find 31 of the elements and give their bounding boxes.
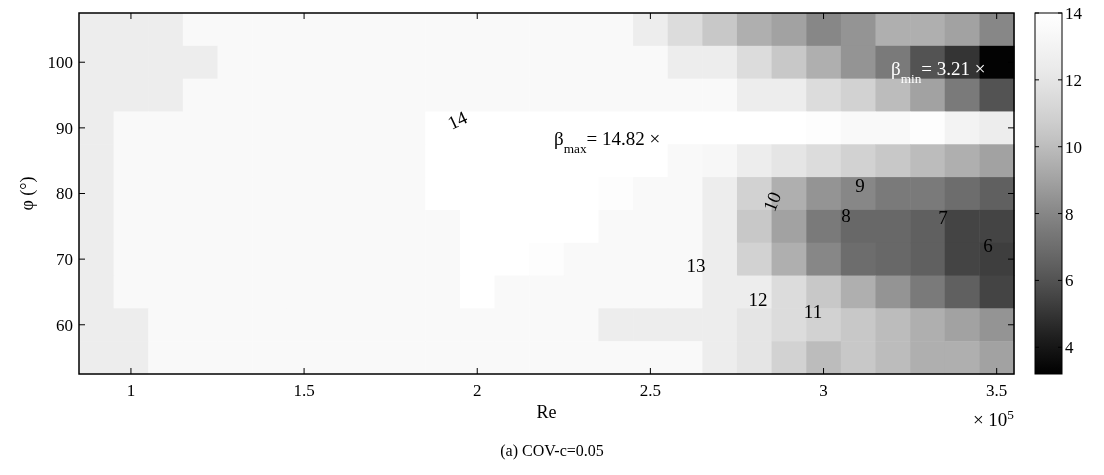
annotation: 11: [803, 301, 823, 322]
y-axis-title: φ (°): [17, 176, 38, 211]
color-bar-label: 14: [1065, 3, 1083, 23]
annotation: 10: [758, 188, 786, 215]
color-bar-label: 12: [1065, 70, 1082, 90]
annotation: 6: [983, 235, 993, 256]
annotation: β$_{max}$= 14.82 ×: [554, 128, 661, 156]
x-tick-label: 3: [819, 381, 828, 400]
annotation: 8: [841, 205, 851, 226]
y-tick-label: 100: [47, 53, 73, 73]
color-bar-label: 10: [1065, 137, 1082, 157]
color-bar-label: 8: [1065, 204, 1074, 224]
x-tick-label: 3.5: [986, 381, 1008, 400]
text: (a) COV-c=0.05: [500, 442, 604, 460]
color-bar-label: 4: [1065, 338, 1074, 358]
x-tick-label: 1: [126, 381, 136, 400]
annotation: 9: [855, 175, 865, 196]
annotation: 13: [686, 255, 706, 276]
y-tick-label: 60: [56, 315, 73, 335]
y-tick-label: 70: [56, 250, 73, 270]
color-bar-label: 6: [1065, 271, 1074, 291]
annotation: 7: [938, 207, 948, 228]
x-tick-label: 2.5: [639, 381, 662, 400]
x-tick-label: 1.5: [293, 381, 315, 400]
y-tick-label: 90: [56, 118, 73, 138]
x-axis-title: Re: [536, 402, 557, 422]
x-tick-label: 2: [472, 381, 482, 400]
text: × 10$^{5}$: [972, 406, 1015, 430]
annotation: 12: [748, 289, 768, 310]
y-tick-label: 80: [56, 184, 73, 204]
annotation: 14: [444, 106, 471, 134]
